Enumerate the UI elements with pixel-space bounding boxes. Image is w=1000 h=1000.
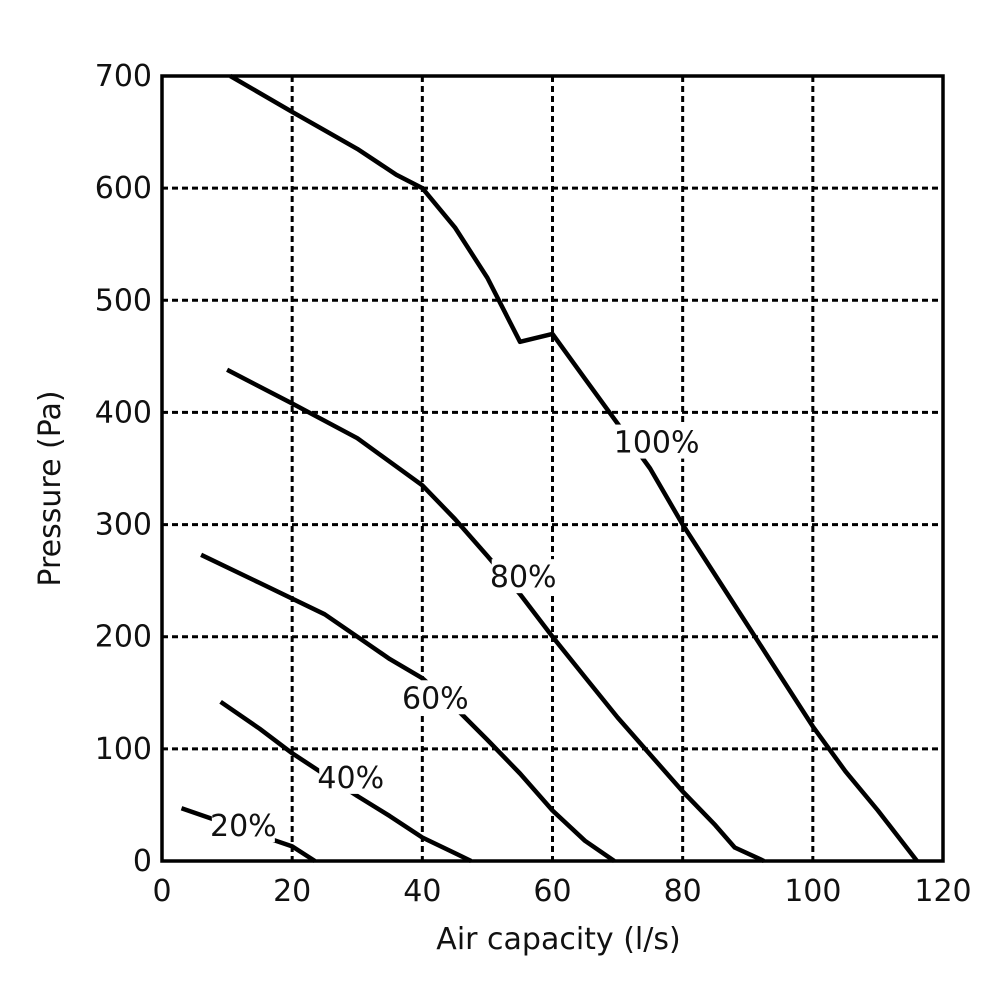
x-tick-labels: 0 20 40 60 80 100 120 (152, 874, 971, 909)
y-tick-label-600: 600 (95, 171, 152, 206)
y-tick-label-100: 100 (95, 732, 152, 767)
y-tick-label-300: 300 (95, 508, 152, 543)
y-tick-label-700: 700 (95, 59, 152, 94)
curve-100pct (229, 74, 919, 863)
x-axis-title: Air capacity (l/s) (436, 922, 680, 957)
x-tick-label-120: 120 (914, 874, 971, 909)
curve-label-bg-60pct (403, 680, 467, 715)
curve-label-bg-20pct (211, 808, 275, 843)
plot-frame (160, 74, 945, 863)
curve-label-bg-40pct (319, 759, 383, 794)
curve-label-60pct: 60% (402, 681, 469, 716)
y-axis-title: Pressure (Pa) (33, 390, 68, 586)
curve-label-40pct: 40% (317, 761, 384, 796)
curve-label-80pct: 80% (490, 560, 557, 595)
gridlines (162, 76, 943, 861)
x-tick-label-60: 60 (533, 874, 571, 909)
x-tick-label-0: 0 (152, 874, 171, 909)
x-tick-label-20: 20 (273, 874, 311, 909)
curve-80pct (226, 367, 765, 864)
x-tick-label-100: 100 (784, 874, 841, 909)
y-tick-label-400: 400 (95, 395, 152, 430)
curve-label-bg-100pct (615, 424, 698, 459)
curve-label-100pct: 100% (614, 426, 700, 461)
curve-labels: 100% 80% 60% 40% 20% (210, 424, 700, 844)
curve-label-bg-80pct (491, 559, 555, 594)
y-tick-label-500: 500 (95, 283, 152, 318)
y-tick-label-200: 200 (95, 620, 152, 655)
y-tick-labels: 0 100 200 300 400 500 600 700 (95, 59, 152, 879)
curve-40pct (219, 699, 473, 864)
curve-label-20pct: 20% (210, 809, 277, 844)
y-tick-label-0: 0 (133, 844, 152, 879)
x-tick-label-40: 40 (403, 874, 441, 909)
x-tick-label-80: 80 (664, 874, 702, 909)
